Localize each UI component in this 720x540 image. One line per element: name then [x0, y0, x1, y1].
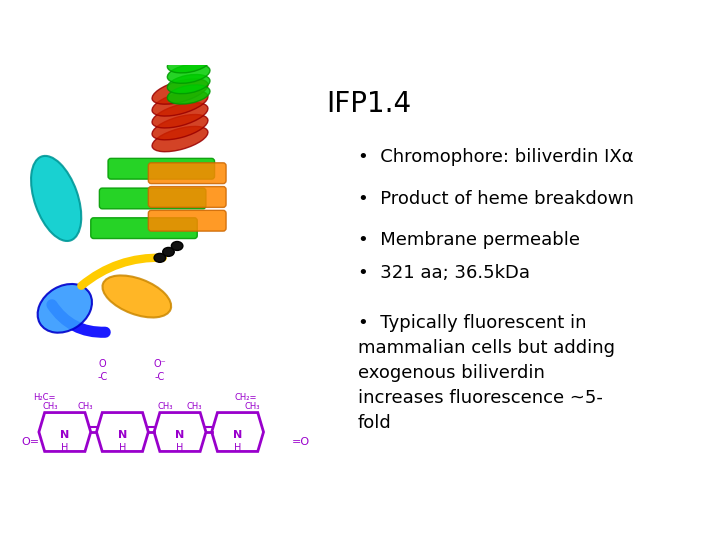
- Text: •  321 aa; 36.5kDa: • 321 aa; 36.5kDa: [358, 265, 530, 282]
- Text: N: N: [118, 430, 127, 440]
- Ellipse shape: [37, 284, 92, 333]
- Text: •  Chromophore: biliverdin IXα: • Chromophore: biliverdin IXα: [358, 148, 634, 166]
- FancyBboxPatch shape: [148, 210, 226, 231]
- Ellipse shape: [171, 241, 183, 251]
- FancyBboxPatch shape: [148, 163, 226, 184]
- Text: O=: O=: [21, 437, 40, 447]
- Ellipse shape: [167, 53, 210, 73]
- Text: H₂C=: H₂C=: [33, 393, 56, 402]
- FancyBboxPatch shape: [148, 186, 226, 207]
- Ellipse shape: [152, 91, 208, 116]
- Text: H: H: [234, 443, 241, 453]
- Ellipse shape: [152, 114, 208, 140]
- Text: H: H: [61, 443, 68, 453]
- Text: •  Typically fluorescent in
mammalian cells but adding
exogenous biliverdin
incr: • Typically fluorescent in mammalian cel…: [358, 314, 615, 433]
- Ellipse shape: [163, 247, 174, 256]
- Text: CH₂=: CH₂=: [235, 393, 258, 402]
- Ellipse shape: [31, 156, 81, 241]
- Text: •  Membrane permeable: • Membrane permeable: [358, 231, 580, 249]
- FancyBboxPatch shape: [91, 218, 197, 239]
- Text: CH₃: CH₃: [158, 402, 174, 410]
- Text: CH₃: CH₃: [42, 402, 58, 410]
- Ellipse shape: [102, 275, 171, 318]
- Text: CH₃: CH₃: [244, 402, 260, 410]
- Ellipse shape: [167, 75, 210, 94]
- Text: IFP1.4: IFP1.4: [326, 90, 412, 118]
- Text: CH₃: CH₃: [186, 402, 202, 410]
- Ellipse shape: [152, 103, 208, 128]
- Text: •  Product of heme breakdown: • Product of heme breakdown: [358, 190, 634, 207]
- Ellipse shape: [154, 253, 166, 262]
- Ellipse shape: [152, 79, 208, 104]
- FancyArrowPatch shape: [52, 305, 105, 332]
- Ellipse shape: [167, 85, 210, 104]
- FancyBboxPatch shape: [108, 158, 215, 179]
- Text: -C: -C: [97, 372, 107, 382]
- Text: N: N: [233, 430, 242, 440]
- Text: H: H: [119, 443, 126, 453]
- Text: N: N: [176, 430, 184, 440]
- Text: CH₃: CH₃: [77, 402, 93, 410]
- Text: =O: =O: [292, 437, 310, 447]
- Text: O⁻: O⁻: [153, 359, 166, 369]
- FancyBboxPatch shape: [99, 188, 206, 209]
- Text: N: N: [60, 430, 69, 440]
- Ellipse shape: [152, 126, 208, 152]
- FancyArrowPatch shape: [81, 258, 163, 286]
- Text: O: O: [99, 359, 106, 369]
- Ellipse shape: [167, 64, 210, 83]
- Text: -C: -C: [155, 372, 165, 382]
- Text: H: H: [176, 443, 184, 453]
